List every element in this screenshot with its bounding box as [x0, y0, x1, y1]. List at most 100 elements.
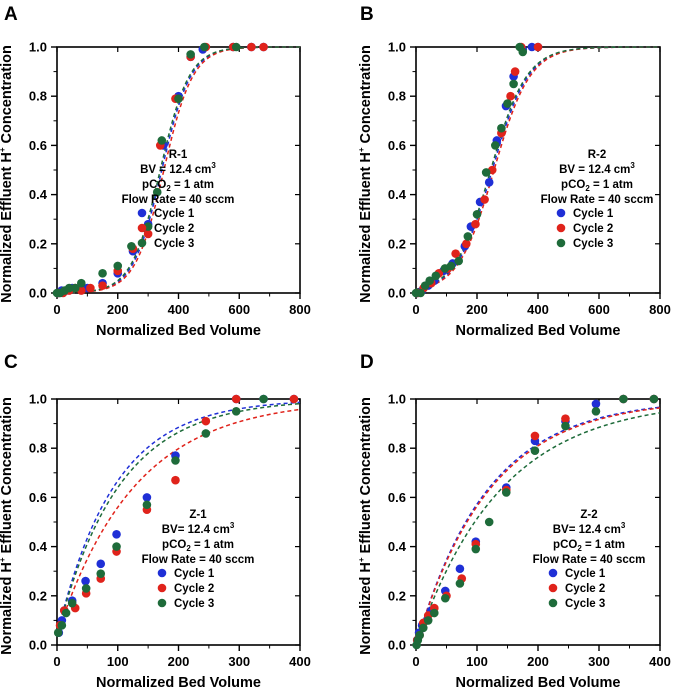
data-point-cycle-3 — [127, 241, 136, 251]
data-point-cycle-3 — [259, 394, 268, 404]
panel-d: D 0 100 200 300 400 0.0 0.2 0.4 0.6 0.8 1.0 Normaliz… — [357, 352, 671, 691]
x-tick-label: 100 — [466, 654, 488, 669]
data-point-cycle-3 — [463, 232, 473, 241]
legend-label: Cycle 1 — [565, 568, 606, 580]
y-tick-label: 0.8 — [29, 89, 47, 104]
data-point-cycle-3 — [152, 187, 162, 197]
sample-label: R-2 — [588, 149, 607, 161]
data-point-cycle-3 — [231, 42, 241, 52]
data-point-cycle-3 — [186, 50, 195, 59]
data-point-cycle-3 — [142, 500, 152, 510]
data-point-cycle-3 — [484, 517, 494, 527]
data-point-cycle-3 — [77, 278, 86, 288]
fit-curve-cycle-1 — [415, 406, 661, 646]
data-point-cycle-1 — [455, 564, 465, 574]
x-tick-label: 800 — [649, 302, 671, 317]
pco2-label: pCO2 = 1 atm — [162, 539, 234, 553]
data-point-cycle-1 — [96, 559, 106, 569]
legend-label: Cycle 3 — [174, 598, 214, 610]
y-tick-label: 0.4 — [29, 539, 48, 554]
fit-curve-cycle-2 — [415, 407, 661, 646]
data-point-cycle-3 — [415, 630, 424, 640]
y-tick-label: 0.2 — [29, 588, 47, 603]
x-tick-label: 600 — [228, 302, 250, 317]
x-tick-label: 0 — [412, 302, 419, 317]
data-point-cycle-3 — [530, 446, 540, 455]
fit-curve-cycle-3 — [415, 412, 661, 646]
legend-label: Cycle 3 — [573, 238, 613, 250]
legend-label: Cycle 2 — [573, 223, 613, 235]
x-tick-label: 400 — [527, 302, 549, 317]
data-point-cycle-3 — [70, 283, 80, 293]
legend-marker-cycle-1 — [556, 208, 566, 218]
y-tick-label: 0.6 — [388, 490, 406, 505]
x-tick-label: 400 — [649, 654, 671, 669]
legend-marker-cycle-3 — [157, 598, 167, 608]
data-point-cycle-3 — [231, 407, 241, 416]
legend-label: Cycle 2 — [565, 583, 605, 595]
data-point-cycle-2 — [247, 42, 256, 52]
y-tick-label: 0.6 — [29, 138, 47, 153]
y-tick-label: 0.2 — [388, 236, 406, 251]
data-point-cycle-3 — [174, 94, 183, 103]
data-point-cycle-2 — [561, 414, 570, 423]
legend-label: Cycle 1 — [154, 208, 195, 220]
data-point-cycle-2 — [506, 91, 515, 101]
y-tick-label: 0.6 — [29, 490, 47, 505]
x-tick-label: 200 — [466, 302, 488, 317]
data-point-cycle-3 — [591, 407, 601, 416]
y-tick-label: 0.0 — [388, 286, 406, 301]
data-point-cycle-3 — [471, 544, 481, 554]
x-tick-label: 200 — [527, 654, 549, 669]
data-point-cycle-3 — [64, 283, 74, 293]
bed-volume-label: BV = 12.4 cm3 — [559, 161, 635, 176]
x-tick-label: 0 — [412, 654, 419, 669]
flow-rate-label: Flow Rate = 40 sccm — [541, 194, 654, 206]
data-point-cycle-3 — [440, 593, 450, 603]
data-point-cycle-1 — [112, 530, 121, 539]
fit-curve-cycle-2 — [56, 46, 300, 294]
data-point-cycle-3 — [518, 47, 528, 57]
y-axis-title: Normalized H+ Effluent Concentration — [0, 397, 15, 655]
sample-label: Z-2 — [580, 509, 597, 521]
data-point-cycle-3 — [619, 394, 628, 404]
legend-marker-cycle-3 — [548, 598, 558, 608]
data-point-cycle-1 — [142, 493, 152, 502]
data-point-cycle-2 — [471, 219, 480, 229]
x-tick-label: 400 — [168, 302, 190, 317]
panel-letter: B — [360, 4, 374, 25]
y-tick-label: 0.4 — [388, 187, 407, 202]
data-point-cycle-3 — [431, 271, 441, 281]
data-point-cycle-2 — [480, 195, 489, 204]
y-tick-label: 1.0 — [388, 392, 406, 407]
legend-label: Cycle 3 — [565, 598, 605, 610]
y-tick-label: 0.4 — [29, 187, 48, 202]
legend-marker-cycle-3 — [137, 238, 147, 248]
data-point-cycle-3 — [446, 261, 456, 271]
legend-marker-cycle-3 — [556, 238, 566, 248]
data-point-cycle-3 — [57, 621, 67, 630]
legend-label: Cycle 2 — [174, 583, 214, 595]
data-point-cycle-2 — [530, 431, 540, 441]
data-point-cycle-3 — [61, 608, 71, 618]
x-tick-label: 100 — [107, 654, 129, 669]
data-point-cycle-3 — [171, 456, 180, 465]
y-tick-label: 0.8 — [29, 441, 47, 456]
data-point-cycle-3 — [481, 168, 491, 177]
data-point-cycle-2 — [462, 239, 471, 249]
data-point-cycle-2 — [231, 394, 241, 404]
data-point-cycle-2 — [510, 67, 520, 76]
data-point-cycle-1 — [527, 42, 537, 52]
y-axis-title: Normalized Effluent H+ Concentration — [357, 45, 374, 303]
fit-curve-cycle-1 — [56, 401, 301, 636]
panel-letter: A — [4, 4, 18, 25]
bed-volume-label: BV = 12.4 cm3 — [140, 161, 216, 176]
y-axis-title: Normalized Effluent H+ Concentration — [0, 45, 15, 303]
data-point-cycle-3 — [113, 261, 123, 271]
legend-label: Cycle 2 — [154, 223, 194, 235]
flow-rate-label: Flow Rate = 40 sccm — [122, 194, 235, 206]
y-tick-label: 1.0 — [388, 40, 406, 55]
flow-rate-label: Flow Rate = 40 sccm — [533, 554, 646, 566]
data-point-cycle-2 — [143, 229, 153, 239]
sample-label: Z-1 — [189, 509, 207, 521]
